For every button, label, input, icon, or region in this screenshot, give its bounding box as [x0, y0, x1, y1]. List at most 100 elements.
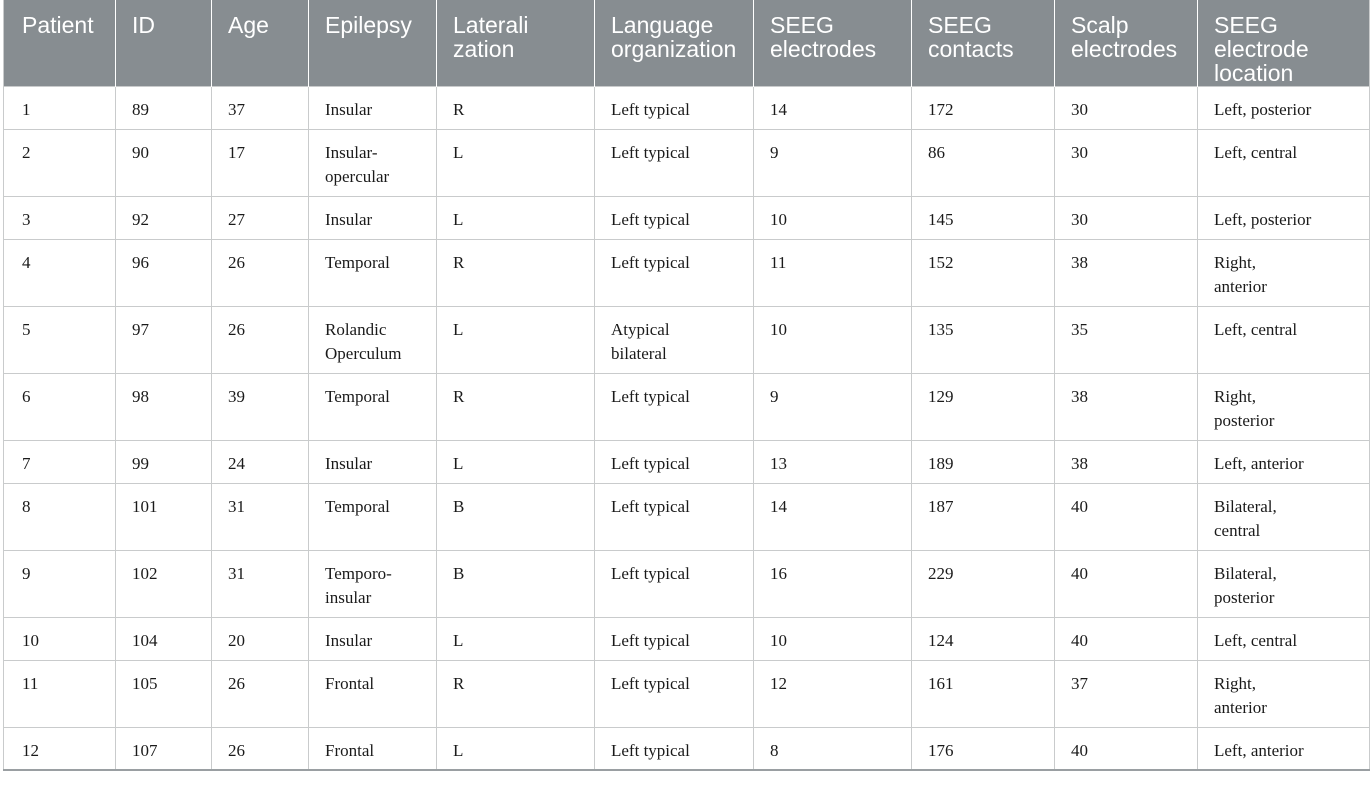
cell-seeg-electrode-location: Left, posterior [1197, 195, 1370, 240]
cell-seeg-electrode-location: Right, posterior [1197, 372, 1370, 441]
cell-patient: 9 [3, 549, 116, 618]
table-row: 12 107 26 Frontal L Left typical 8 176 40 Left, a… [3, 726, 1370, 771]
cell-seeg-electrodes: 10 [753, 616, 912, 661]
cell-age: 26 [211, 238, 309, 307]
cell-age: 24 [211, 439, 309, 484]
cell-seeg-electrodes: 10 [753, 305, 912, 374]
cell-seeg-electrode-location: Left, posterior [1197, 85, 1370, 130]
cell-scalp-electrodes: 40 [1054, 616, 1198, 661]
table-row: 1 89 37 Insular R Left typical 14 172 30 Left, po… [3, 85, 1370, 130]
cell-patient: 3 [3, 195, 116, 240]
cell-id: 98 [115, 372, 212, 441]
cell-age: 20 [211, 616, 309, 661]
cell-seeg-contacts: 176 [911, 726, 1055, 771]
cell-patient: 4 [3, 238, 116, 307]
cell-lateralization: L [436, 305, 595, 374]
cell-age: 39 [211, 372, 309, 441]
cell-scalp-electrodes: 40 [1054, 482, 1198, 551]
cell-lateralization: R [436, 659, 595, 728]
cell-patient: 2 [3, 128, 116, 197]
cell-seeg-electrode-location: Right, anterior [1197, 659, 1370, 728]
cell-seeg-electrodes: 16 [753, 549, 912, 618]
cell-scalp-electrodes: 30 [1054, 128, 1198, 197]
table-row: 10 104 20 Insular L Left typical 10 124 40 Left, … [3, 616, 1370, 661]
cell-scalp-electrodes: 30 [1054, 85, 1198, 130]
cell-scalp-electrodes: 35 [1054, 305, 1198, 374]
cell-age: 26 [211, 305, 309, 374]
table-body: 1 89 37 Insular R Left typical 14 172 30 Left, po… [3, 85, 1370, 771]
header-language-organization: Language organization [594, 0, 754, 86]
cell-epilepsy: Frontal [308, 726, 437, 771]
cell-scalp-electrodes: 38 [1054, 372, 1198, 441]
cell-id: 96 [115, 238, 212, 307]
cell-patient: 6 [3, 372, 116, 441]
cell-seeg-contacts: 189 [911, 439, 1055, 484]
cell-seeg-contacts: 124 [911, 616, 1055, 661]
header-seeg-electrode-location: SEEG electrode location [1197, 0, 1370, 86]
header-row: Patient ID Age Epilepsy Laterali zation Langua… [3, 0, 1370, 86]
cell-seeg-contacts: 229 [911, 549, 1055, 618]
cell-scalp-electrodes: 40 [1054, 549, 1198, 618]
cell-seeg-electrode-location: Left, central [1197, 616, 1370, 661]
cell-lateralization: R [436, 372, 595, 441]
cell-seeg-electrodes: 14 [753, 85, 912, 130]
cell-age: 27 [211, 195, 309, 240]
cell-language-organization: Left typical [594, 372, 754, 441]
cell-seeg-contacts: 135 [911, 305, 1055, 374]
cell-scalp-electrodes: 30 [1054, 195, 1198, 240]
cell-lateralization: L [436, 726, 595, 771]
cell-scalp-electrodes: 38 [1054, 238, 1198, 307]
cell-language-organization: Left typical [594, 439, 754, 484]
cell-language-organization: Left typical [594, 549, 754, 618]
cell-patient: 10 [3, 616, 116, 661]
cell-id: 105 [115, 659, 212, 728]
cell-age: 37 [211, 85, 309, 130]
cell-language-organization: Left typical [594, 195, 754, 240]
cell-seeg-contacts: 172 [911, 85, 1055, 130]
table-header: Patient ID Age Epilepsy Laterali zation Langua… [3, 0, 1370, 86]
cell-id: 104 [115, 616, 212, 661]
cell-lateralization: L [436, 128, 595, 197]
cell-lateralization: B [436, 482, 595, 551]
cell-language-organization: Left typical [594, 659, 754, 728]
cell-epilepsy: Frontal [308, 659, 437, 728]
cell-lateralization: R [436, 238, 595, 307]
cell-id: 101 [115, 482, 212, 551]
header-patient: Patient [3, 0, 116, 86]
cell-seeg-electrode-location: Bilateral, posterior [1197, 549, 1370, 618]
cell-patient: 1 [3, 85, 116, 130]
cell-id: 97 [115, 305, 212, 374]
cell-language-organization: Left typical [594, 616, 754, 661]
cell-epilepsy: Temporal [308, 372, 437, 441]
cell-seeg-electrodes: 10 [753, 195, 912, 240]
cell-seeg-electrode-location: Left, anterior [1197, 726, 1370, 771]
cell-patient: 8 [3, 482, 116, 551]
header-scalp-electrodes: Scalp electrodes [1054, 0, 1198, 86]
cell-seeg-electrodes: 8 [753, 726, 912, 771]
cell-age: 31 [211, 482, 309, 551]
cell-language-organization: Left typical [594, 726, 754, 771]
table-row: 4 96 26 Temporal R Left typical 11 152 38 Right, a… [3, 238, 1370, 307]
cell-language-organization: Left typical [594, 238, 754, 307]
table-row: 3 92 27 Insular L Left typical 10 145 30 Left, po… [3, 195, 1370, 240]
header-lateralization: Laterali zation [436, 0, 595, 86]
cell-epilepsy: Insular [308, 85, 437, 130]
cell-epilepsy: Insular [308, 616, 437, 661]
cell-lateralization: R [436, 85, 595, 130]
cell-epilepsy: Rolandic Operculum [308, 305, 437, 374]
cell-seeg-contacts: 129 [911, 372, 1055, 441]
cell-id: 89 [115, 85, 212, 130]
cell-seeg-electrodes: 9 [753, 372, 912, 441]
cell-seeg-contacts: 86 [911, 128, 1055, 197]
cell-seeg-electrode-location: Bilateral, central [1197, 482, 1370, 551]
cell-epilepsy: Temporal [308, 238, 437, 307]
cell-seeg-contacts: 161 [911, 659, 1055, 728]
cell-patient: 12 [3, 726, 116, 771]
cell-seeg-electrodes: 12 [753, 659, 912, 728]
patient-table-container: Patient ID Age Epilepsy Laterali zation Langua… [3, 0, 1370, 771]
cell-lateralization: L [436, 616, 595, 661]
cell-lateralization: L [436, 195, 595, 240]
table-row: 11 105 26 Frontal R Left typical 12 161 37 Right,… [3, 659, 1370, 728]
cell-language-organization: Left typical [594, 128, 754, 197]
table-row: 6 98 39 Temporal R Left typical 9 129 38 Right, po… [3, 372, 1370, 441]
